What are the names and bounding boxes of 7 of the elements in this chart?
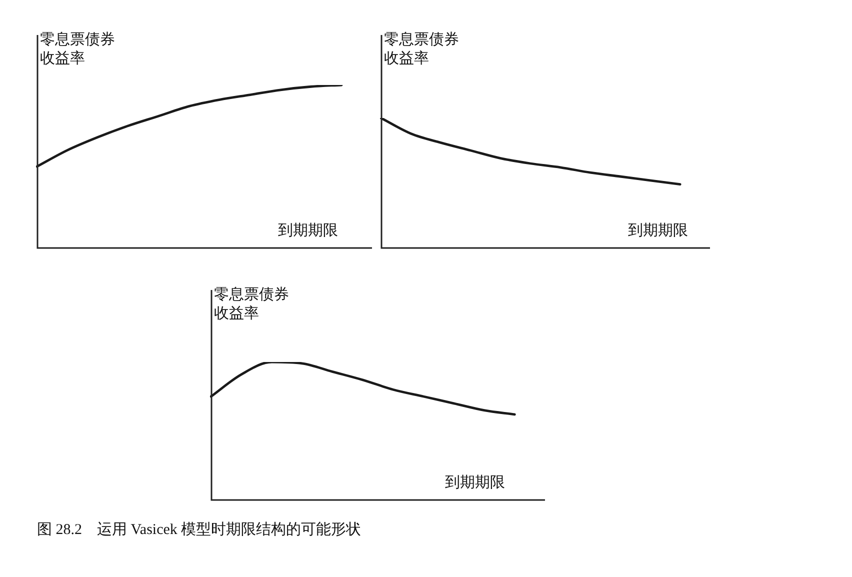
x-axis-title: 到期期限	[628, 222, 688, 240]
x-axis-title: 到期期限	[445, 474, 505, 492]
y-axis-title: 零息票债券收益率	[384, 31, 459, 69]
y-axis-title: 零息票债券收益率	[40, 31, 115, 69]
y-axis-title: 零息票债券收益率	[214, 286, 289, 324]
caption: 图 28.2 运用 Vasicek 模型时期限结构的可能形状	[37, 520, 362, 539]
x-axis-title: 到期期限	[278, 222, 338, 240]
